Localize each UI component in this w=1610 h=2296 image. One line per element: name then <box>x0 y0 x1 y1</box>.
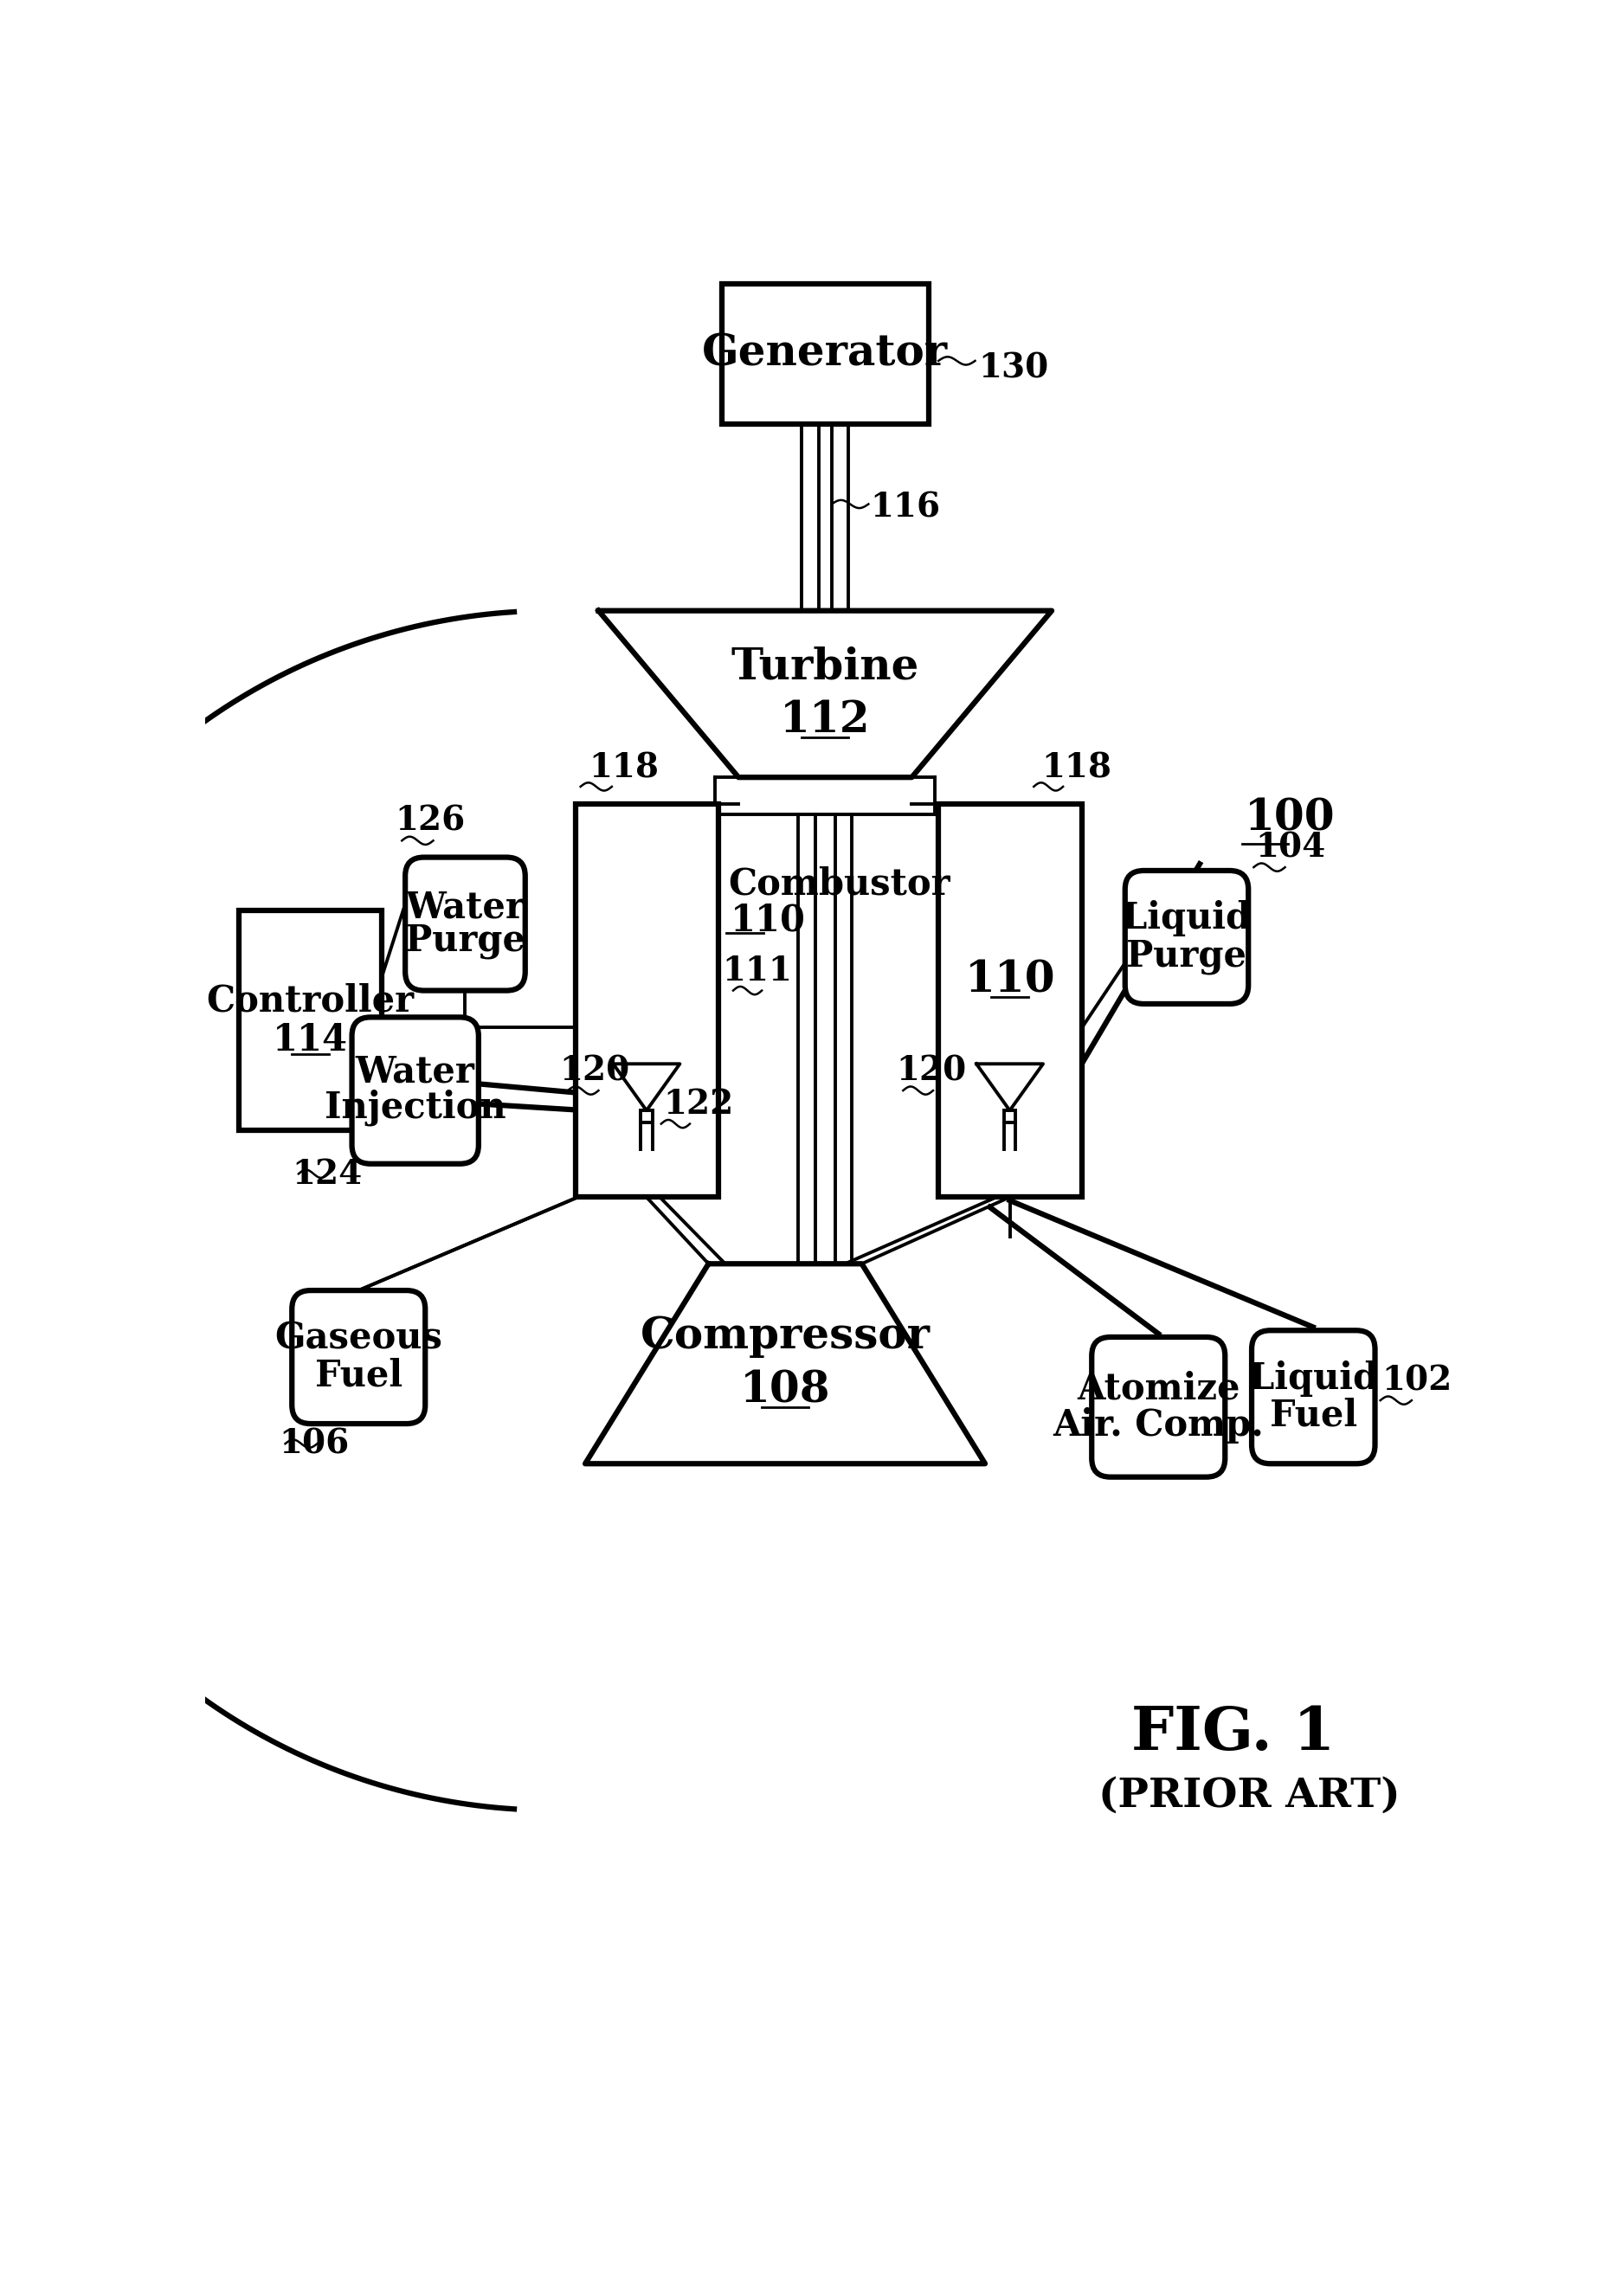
Text: 120: 120 <box>897 1054 966 1088</box>
Text: (PRIOR ART): (PRIOR ART) <box>1098 1775 1401 1816</box>
Text: Generator: Generator <box>702 333 948 374</box>
Text: Atomize: Atomize <box>1077 1371 1240 1407</box>
Text: 104: 104 <box>1256 831 1325 863</box>
Text: 108: 108 <box>741 1368 831 1412</box>
Text: 124: 124 <box>291 1157 362 1192</box>
FancyBboxPatch shape <box>353 1017 478 1164</box>
Text: Gaseous: Gaseous <box>275 1320 443 1357</box>
Text: 110: 110 <box>731 902 805 939</box>
Text: 114: 114 <box>272 1022 348 1058</box>
Text: Compressor: Compressor <box>641 1316 931 1359</box>
Polygon shape <box>584 1263 985 1463</box>
Text: 130: 130 <box>979 351 1048 383</box>
Text: 102: 102 <box>1381 1364 1452 1398</box>
Text: 112: 112 <box>779 700 871 742</box>
Text: Air. Comp.: Air. Comp. <box>1053 1407 1264 1444</box>
FancyBboxPatch shape <box>1092 1336 1225 1476</box>
Text: 100: 100 <box>1245 797 1336 840</box>
Text: Liquid: Liquid <box>1122 900 1251 937</box>
Text: Fuel: Fuel <box>1270 1398 1357 1435</box>
Text: 116: 116 <box>871 491 940 523</box>
Text: 120: 120 <box>560 1054 630 1088</box>
FancyBboxPatch shape <box>1125 870 1248 1003</box>
Bar <box>238 912 382 1130</box>
Text: Combustor: Combustor <box>728 866 950 902</box>
Text: FIG. 1: FIG. 1 <box>1132 1704 1335 1763</box>
Text: 118: 118 <box>589 751 658 785</box>
Text: Turbine: Turbine <box>731 645 919 689</box>
Bar <box>1003 1111 1016 1123</box>
Text: Liquid: Liquid <box>1249 1359 1378 1396</box>
Text: 122: 122 <box>663 1088 734 1120</box>
Text: 118: 118 <box>1042 751 1113 785</box>
Polygon shape <box>599 611 1051 778</box>
FancyBboxPatch shape <box>1251 1329 1375 1463</box>
Text: Purge: Purge <box>1127 937 1246 974</box>
FancyBboxPatch shape <box>291 1290 425 1424</box>
Text: 110: 110 <box>964 960 1056 1001</box>
Text: Injection: Injection <box>325 1088 506 1125</box>
Text: 106: 106 <box>279 1428 349 1460</box>
Text: Water: Water <box>406 889 525 925</box>
Bar <box>641 1111 652 1123</box>
Text: 111: 111 <box>721 955 792 987</box>
Bar <box>939 804 1082 1196</box>
Text: Water: Water <box>356 1054 475 1091</box>
Text: Fuel: Fuel <box>316 1357 402 1394</box>
FancyBboxPatch shape <box>406 856 525 990</box>
Bar <box>721 285 929 425</box>
Text: Purge: Purge <box>406 923 525 960</box>
Text: Controller: Controller <box>206 983 414 1019</box>
Polygon shape <box>976 1063 1043 1111</box>
Bar <box>575 804 718 1196</box>
Text: 126: 126 <box>394 804 465 838</box>
Polygon shape <box>613 1063 679 1111</box>
